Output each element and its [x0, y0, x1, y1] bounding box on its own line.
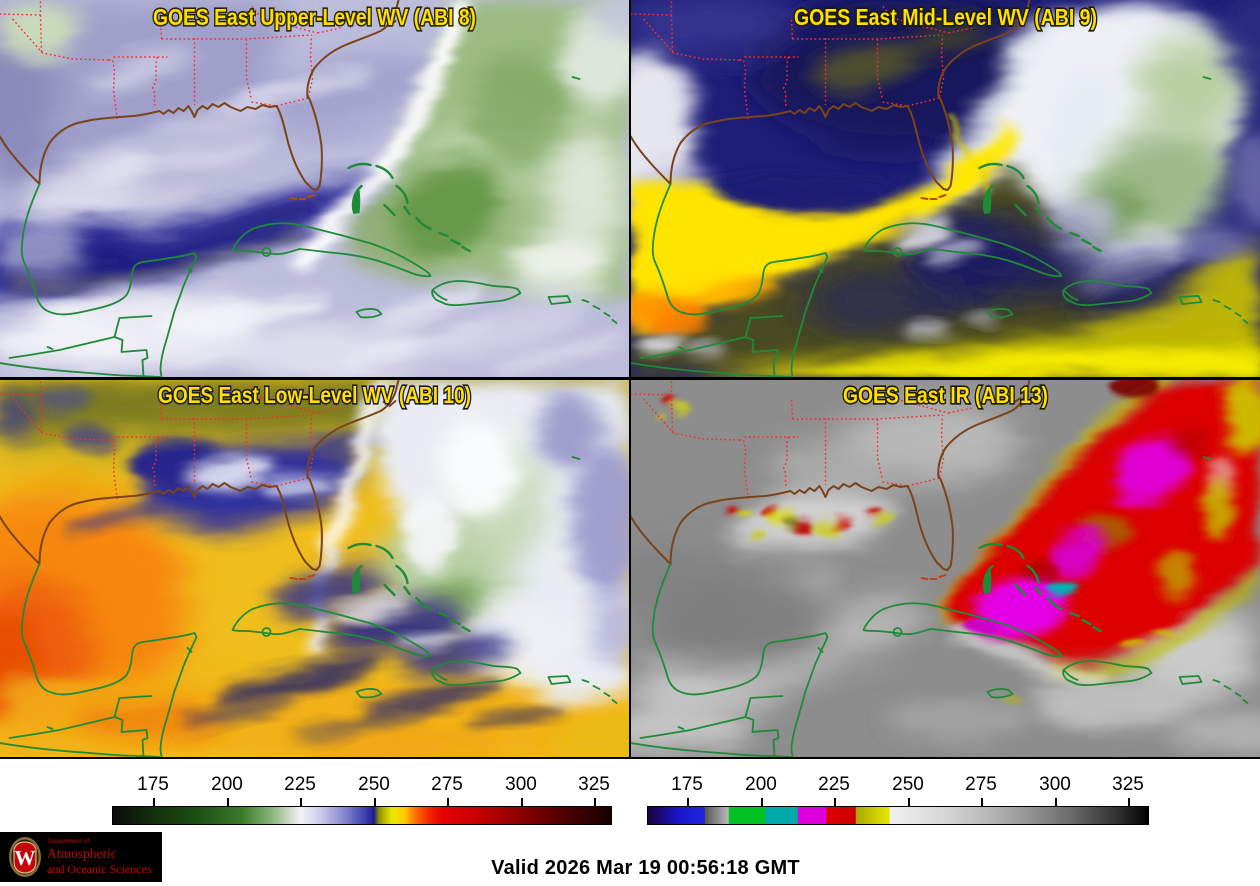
svg-text:GOES East Mid-Level WV (ABI 9): GOES East Mid-Level WV (ABI 9)	[794, 4, 1097, 30]
svg-text:GOES East IR (ABI 13): GOES East IR (ABI 13)	[843, 382, 1048, 408]
svg-text:GOES East Upper-Level WV (ABI: GOES East Upper-Level WV (ABI 8)	[153, 4, 476, 30]
svg-text:GOES East Low-Level WV (ABI 10: GOES East Low-Level WV (ABI 10)	[158, 382, 471, 408]
